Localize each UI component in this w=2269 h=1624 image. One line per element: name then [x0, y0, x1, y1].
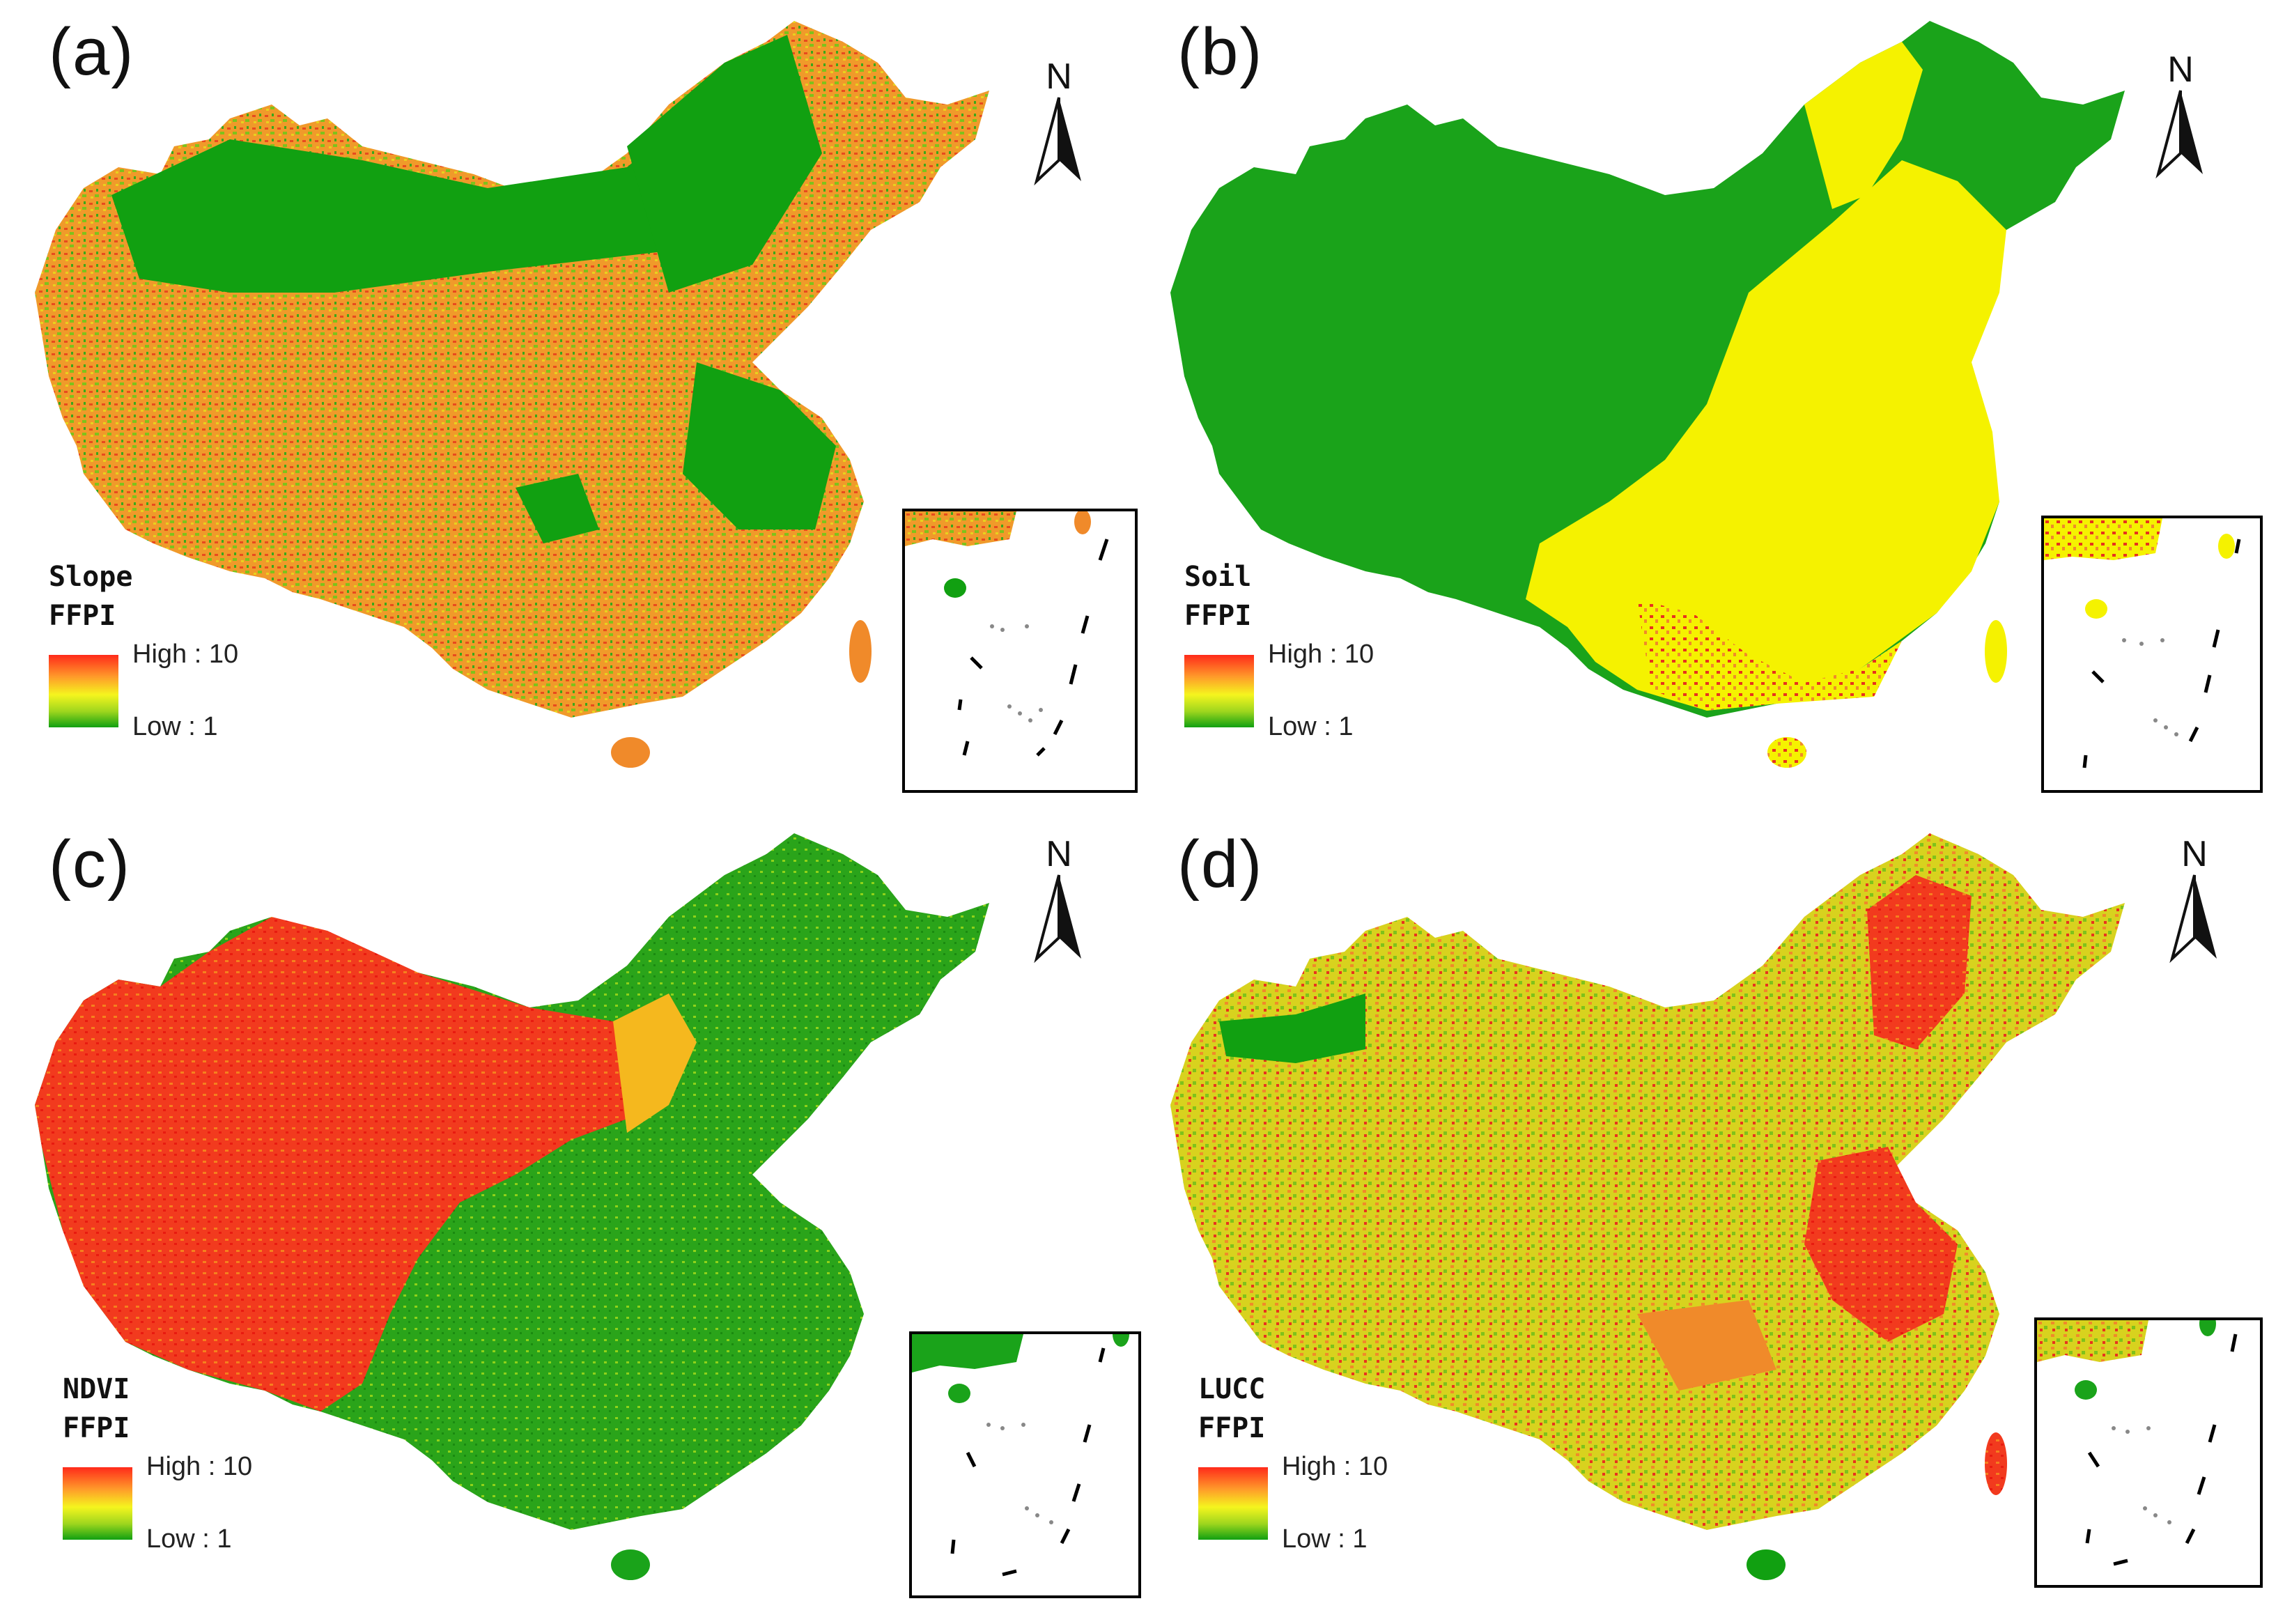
- inset-map: [2044, 518, 2241, 768]
- north-arrow: N: [2160, 833, 2229, 966]
- north-arrow-icon: [1034, 97, 1081, 186]
- north-arrow: N: [1024, 833, 1094, 966]
- legend: LUCC FFPI High : 10 Low : 1: [1198, 1370, 1428, 1558]
- legend-low-label: Low : 1: [132, 712, 218, 741]
- legend-color-ramp: [49, 655, 118, 727]
- inset-map: [912, 1334, 1129, 1577]
- legend-color-ramp: [63, 1467, 132, 1540]
- legend-high-label: High : 10: [1282, 1452, 1388, 1481]
- legend-high-label: High : 10: [132, 640, 239, 669]
- north-letter: N: [2167, 49, 2194, 90]
- china-map-ndvi: [35, 833, 989, 1580]
- north-arrow-icon: [1034, 874, 1081, 964]
- south-china-sea-inset: [902, 509, 1138, 793]
- legend-title: LUCC FFPI: [1198, 1373, 1266, 1444]
- north-arrow-icon: [2155, 90, 2203, 179]
- legend: NDVI FFPI High : 10 Low : 1: [63, 1370, 293, 1558]
- legend-high-label: High : 10: [1268, 640, 1374, 669]
- south-china-sea-inset: [2041, 516, 2263, 793]
- north-letter: N: [1046, 834, 1072, 874]
- north-letter: N: [1046, 56, 1072, 97]
- legend-color-ramp: [1198, 1467, 1268, 1540]
- north-arrow: N: [1024, 56, 1094, 188]
- panel-label: (a): [49, 15, 135, 89]
- inset-map: [905, 511, 1109, 757]
- south-china-sea-inset: [909, 1331, 1141, 1598]
- panel-label: (b): [1177, 15, 1264, 89]
- panel-c: (c) N NDVI FFPI High : 10 Low : 1: [0, 812, 1141, 1624]
- legend-low-label: Low : 1: [1268, 712, 1354, 741]
- legend-title: Soil FFPI: [1184, 561, 1252, 632]
- panel-a: (a) N Slope FFPI High : 10 Low : 1: [0, 0, 1138, 812]
- china-map-slope: [35, 21, 989, 768]
- panel-label: (c): [49, 827, 131, 902]
- legend: Soil FFPI High : 10 Low : 1: [1184, 557, 1414, 745]
- china-map-soil: [1170, 21, 2125, 768]
- legend: Slope FFPI High : 10 Low : 1: [49, 557, 279, 745]
- legend-title: Slope FFPI: [49, 561, 133, 632]
- legend-low-label: Low : 1: [1282, 1524, 1368, 1554]
- north-arrow: N: [2146, 49, 2215, 181]
- legend-title: NDVI FFPI: [63, 1373, 130, 1444]
- north-arrow-icon: [2169, 874, 2217, 964]
- panel-d: (d) N LUCC FFPI High : 10 Low : 1: [1136, 812, 2269, 1624]
- panel-b: (b) N Soil FFPI High : 10 Low : 1: [1136, 0, 2269, 812]
- china-map-lucc: [1170, 833, 2125, 1580]
- north-letter: N: [2181, 834, 2208, 874]
- panel-label: (d): [1177, 827, 1264, 902]
- legend-high-label: High : 10: [146, 1452, 253, 1481]
- legend-low-label: Low : 1: [146, 1524, 232, 1554]
- south-china-sea-inset: [2034, 1317, 2263, 1588]
- inset-map: [2037, 1320, 2238, 1566]
- legend-color-ramp: [1184, 655, 1254, 727]
